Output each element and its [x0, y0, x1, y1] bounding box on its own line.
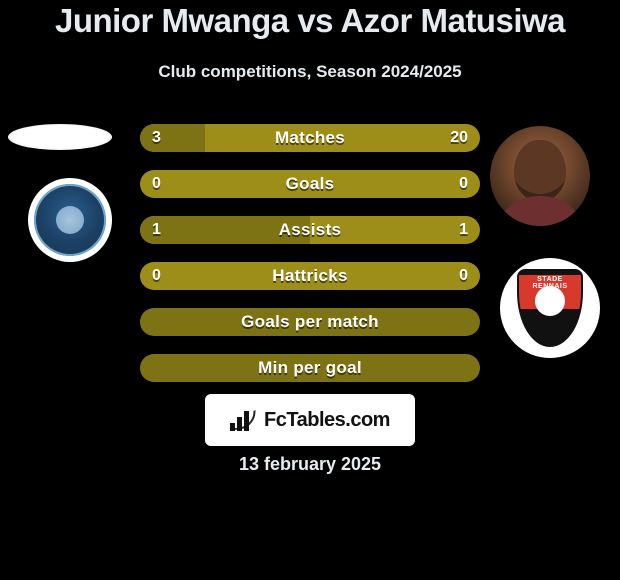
stat-label: Goals per match [140, 308, 480, 336]
stat-label: Assists [140, 216, 480, 244]
brand-box[interactable]: FcTables.com [205, 394, 415, 446]
stat-label: Goals [140, 170, 480, 198]
stat-bar-hattricks: 0 Hattricks 0 [140, 262, 480, 290]
stat-bar-goals: 0 Goals 0 [140, 170, 480, 198]
stat-value-right: 20 [450, 124, 468, 152]
stat-bar-min-per-goal: Min per goal [140, 354, 480, 382]
player-avatar-right [490, 126, 590, 226]
club-badge-left-inner [34, 184, 106, 256]
stat-label: Matches [140, 124, 480, 152]
stat-value-right: 0 [459, 170, 468, 198]
stat-bar-goals-per-match: Goals per match [140, 308, 480, 336]
stat-bar-assists: 1 Assists 1 [140, 216, 480, 244]
page-title: Junior Mwanga vs Azor Matusiwa [0, 2, 620, 40]
stat-bars: 3 Matches 20 0 Goals 0 1 Assists 1 0 Hat… [140, 124, 480, 400]
stat-value-right: 0 [459, 262, 468, 290]
stat-label: Min per goal [140, 354, 480, 382]
club-badge-right [500, 258, 600, 358]
comparison-card: Junior Mwanga vs Azor Matusiwa Club comp… [0, 0, 620, 580]
stat-value-right: 1 [459, 216, 468, 244]
page-subtitle: Club competitions, Season 2024/2025 [0, 62, 620, 82]
brand-text: FcTables.com [264, 409, 390, 432]
club-badge-left [28, 178, 112, 262]
stat-bar-matches: 3 Matches 20 [140, 124, 480, 152]
club-badge-right-shield [517, 269, 583, 347]
comparison-date: 13 february 2025 [0, 454, 620, 475]
stat-label: Hattricks [140, 262, 480, 290]
brand-logo-icon [230, 409, 258, 431]
player-avatar-left [8, 124, 112, 150]
